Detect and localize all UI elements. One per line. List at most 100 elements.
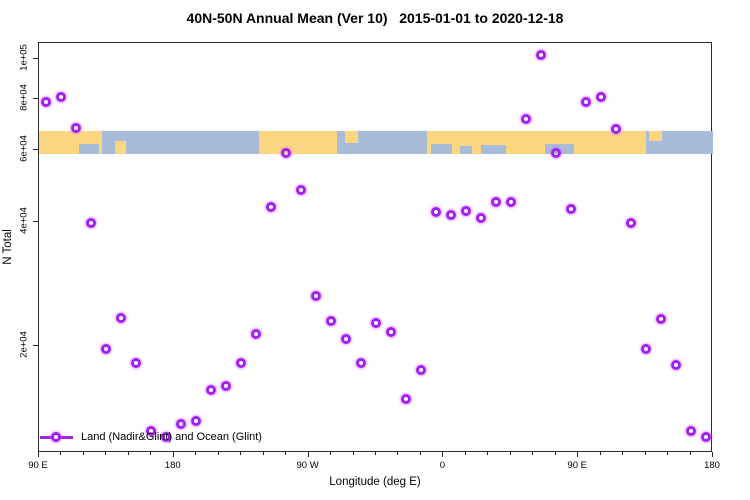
y-tick-label: 4e+04 xyxy=(18,207,30,234)
data-point xyxy=(356,358,367,369)
x-major-tick xyxy=(442,452,444,457)
data-point xyxy=(445,210,456,221)
x-major-tick xyxy=(38,452,39,457)
x-axis-title: Longitude (deg E) xyxy=(329,476,421,488)
data-point xyxy=(101,344,112,355)
x-tick-label: 90 E xyxy=(28,460,48,471)
data-point xyxy=(266,202,277,213)
data-point xyxy=(371,318,381,329)
chart-title: 40N-50N Annual Mean (Ver 10) 2015-01-01 … xyxy=(186,10,564,26)
data-point xyxy=(610,123,621,134)
x-minor-tick xyxy=(554,452,556,455)
x-minor-tick xyxy=(262,452,264,455)
data-point xyxy=(670,360,681,371)
x-minor-tick xyxy=(330,452,332,455)
y-tick xyxy=(33,148,38,150)
data-point xyxy=(475,213,486,224)
land-segment xyxy=(259,131,338,155)
plot-area xyxy=(38,42,713,452)
y-axis-title: N Total xyxy=(2,229,14,265)
x-minor-tick xyxy=(195,452,197,455)
ocean-patch xyxy=(459,146,472,155)
data-point xyxy=(41,97,52,108)
ocean-segment xyxy=(101,131,260,155)
x-minor-tick xyxy=(689,452,691,455)
land-ocean-band xyxy=(39,131,713,155)
land-patch xyxy=(344,131,358,143)
data-point xyxy=(385,326,396,337)
data-point xyxy=(341,334,352,345)
x-minor-tick xyxy=(509,452,511,455)
x-minor-tick xyxy=(644,452,646,455)
land-patch xyxy=(648,131,663,142)
y-tick-label: 2e+04 xyxy=(18,330,30,358)
data-point xyxy=(146,425,157,436)
data-point xyxy=(490,196,501,207)
x-minor-tick xyxy=(217,452,219,455)
data-point xyxy=(505,196,516,207)
x-minor-tick xyxy=(285,452,287,455)
x-minor-tick xyxy=(464,452,466,455)
x-minor-tick xyxy=(667,452,669,455)
data-point xyxy=(580,97,591,108)
data-point xyxy=(595,91,606,102)
data-point xyxy=(460,205,471,216)
y-tick xyxy=(33,344,38,346)
y-tick xyxy=(33,221,38,223)
y-tick-label: 1e+05 xyxy=(18,44,30,71)
ocean-patch xyxy=(79,143,99,155)
x-minor-tick xyxy=(240,452,242,455)
x-minor-tick xyxy=(60,452,62,455)
data-point xyxy=(281,147,292,158)
ocean-segment xyxy=(645,131,713,155)
data-point xyxy=(326,315,337,326)
data-point xyxy=(685,425,696,436)
data-point xyxy=(191,415,202,426)
ocean-patch xyxy=(431,143,453,155)
x-minor-tick xyxy=(82,452,84,455)
data-point xyxy=(221,381,232,392)
x-tick-label: 180 xyxy=(704,460,720,471)
data-point xyxy=(296,185,307,196)
data-point xyxy=(161,431,172,442)
data-point xyxy=(236,358,247,369)
x-major-tick xyxy=(307,452,309,457)
x-minor-tick xyxy=(397,452,399,455)
data-point xyxy=(86,218,97,229)
data-point xyxy=(116,313,127,324)
y-tick xyxy=(33,57,38,59)
x-minor-tick xyxy=(352,452,354,455)
y-tick xyxy=(33,97,38,99)
x-minor-tick xyxy=(150,452,152,455)
data-point xyxy=(430,207,441,218)
x-minor-tick xyxy=(419,452,421,455)
data-point xyxy=(251,329,262,340)
data-point xyxy=(550,147,561,158)
data-point xyxy=(56,91,67,102)
legend-label: Land (Nadir&Glint) and Ocean (Glint) xyxy=(81,431,262,443)
data-point xyxy=(71,122,82,133)
legend-line-circle-icon xyxy=(40,432,73,442)
x-tick-label: 180 xyxy=(164,460,181,471)
y-tick-label: 8e+04 xyxy=(18,83,30,111)
x-major-tick xyxy=(172,452,174,457)
data-point xyxy=(176,418,187,429)
x-minor-tick xyxy=(599,452,601,455)
land-patch xyxy=(115,141,126,155)
y-tick-label: 6e+04 xyxy=(18,135,30,162)
data-point xyxy=(520,113,531,124)
ocean-patch xyxy=(480,144,507,155)
data-point xyxy=(415,365,426,376)
x-tick-label: 90 W xyxy=(296,460,319,471)
data-point xyxy=(311,291,322,302)
x-minor-tick xyxy=(375,452,376,455)
data-point xyxy=(625,218,636,229)
data-point xyxy=(400,394,411,405)
data-point xyxy=(206,384,217,395)
legend: Land (Nadir&Glint) and Ocean (Glint) xyxy=(40,428,262,446)
x-tick-label: 0 xyxy=(439,460,446,471)
x-tick-label: 90 E xyxy=(567,460,587,471)
x-minor-tick xyxy=(105,452,107,455)
x-major-tick xyxy=(577,452,579,457)
